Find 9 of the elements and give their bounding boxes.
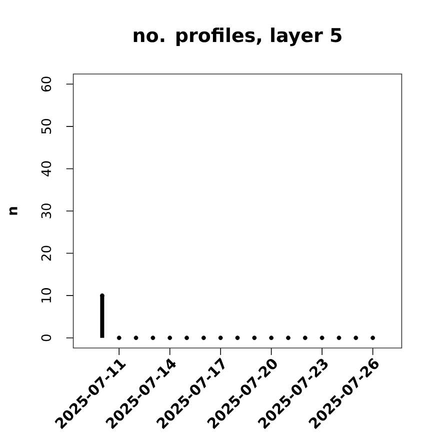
y-tick-label: 20 <box>41 246 52 261</box>
y-tick-label: 0 <box>41 334 52 342</box>
y-tick-label: 60 <box>41 76 52 92</box>
y-axis-title: n <box>9 207 18 215</box>
y-tick-label: 40 <box>41 161 52 176</box>
y-tick-label: 50 <box>41 119 52 134</box>
y-tick-label: 30 <box>41 204 52 218</box>
y-tick-label: 10 <box>41 288 52 302</box>
chart-title: no. profiles, layer 5 <box>134 28 342 46</box>
